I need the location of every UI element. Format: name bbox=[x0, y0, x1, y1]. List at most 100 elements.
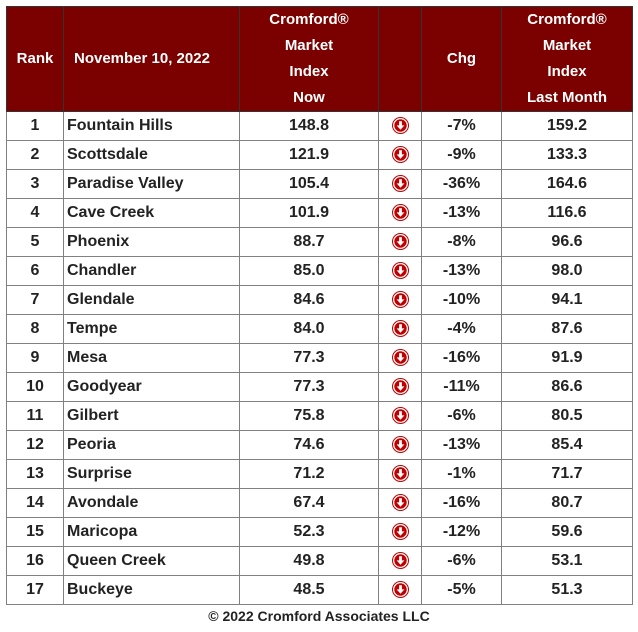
trend-cell bbox=[378, 546, 422, 576]
chg-cell: -6% bbox=[421, 401, 502, 431]
city-cell: Fountain Hills bbox=[63, 111, 240, 141]
red-down-arrow-icon bbox=[391, 117, 409, 135]
chg-cell: -8% bbox=[421, 227, 502, 257]
index-now-cell: 105.4 bbox=[239, 169, 379, 199]
trend-cell bbox=[378, 285, 422, 315]
trend-cell bbox=[378, 488, 422, 518]
index-now-header-line: Index bbox=[289, 63, 329, 80]
copyright-footer: © 2022 Cromford Associates LLC bbox=[208, 608, 430, 624]
index-now-header: Cromford® Market Index Now bbox=[239, 6, 379, 112]
index-last-month-cell: 159.2 bbox=[501, 111, 633, 141]
trend-cell bbox=[378, 140, 422, 170]
index-last-month-cell: 87.6 bbox=[501, 314, 633, 344]
rank-cell: 15 bbox=[6, 517, 64, 547]
table-row: 6 Chandler 85.0 -13% 98.0 bbox=[6, 256, 633, 286]
city-cell: Surprise bbox=[63, 459, 240, 489]
rank-cell: 2 bbox=[6, 140, 64, 170]
index-now-cell: 77.3 bbox=[239, 372, 379, 402]
index-now-header-line: Cromford® bbox=[269, 11, 349, 28]
table-row: 12 Peoria 74.6 -13% 85.4 bbox=[6, 430, 633, 460]
trend-header bbox=[378, 6, 422, 112]
index-now-cell: 148.8 bbox=[239, 111, 379, 141]
city-cell: Buckeye bbox=[63, 575, 240, 605]
chg-cell: -1% bbox=[421, 459, 502, 489]
table-row: 13 Surprise 71.2 -1% 71.7 bbox=[6, 459, 633, 489]
city-cell: Peoria bbox=[63, 430, 240, 460]
index-now-cell: 67.4 bbox=[239, 488, 379, 518]
red-down-arrow-icon bbox=[391, 581, 409, 599]
city-cell: Maricopa bbox=[63, 517, 240, 547]
city-cell: Tempe bbox=[63, 314, 240, 344]
city-cell: Queen Creek bbox=[63, 546, 240, 576]
trend-cell bbox=[378, 459, 422, 489]
chg-cell: -5% bbox=[421, 575, 502, 605]
red-down-arrow-icon bbox=[391, 233, 409, 251]
index-last-month-cell: 91.9 bbox=[501, 343, 633, 373]
index-now-cell: 84.6 bbox=[239, 285, 379, 315]
rank-cell: 11 bbox=[6, 401, 64, 431]
trend-cell bbox=[378, 169, 422, 199]
table-row: 14 Avondale 67.4 -16% 80.7 bbox=[6, 488, 633, 518]
red-down-arrow-icon bbox=[391, 465, 409, 483]
table-row: 11 Gilbert 75.8 -6% 80.5 bbox=[6, 401, 633, 431]
chg-cell: -11% bbox=[421, 372, 502, 402]
rank-cell: 10 bbox=[6, 372, 64, 402]
rank-cell: 3 bbox=[6, 169, 64, 199]
index-last-month-cell: 59.6 bbox=[501, 517, 633, 547]
trend-cell bbox=[378, 372, 422, 402]
trend-cell bbox=[378, 227, 422, 257]
chg-cell: -7% bbox=[421, 111, 502, 141]
rank-cell: 5 bbox=[6, 227, 64, 257]
chg-cell: -13% bbox=[421, 198, 502, 228]
city-cell: Paradise Valley bbox=[63, 169, 240, 199]
red-down-arrow-icon bbox=[391, 552, 409, 570]
chg-cell: -13% bbox=[421, 256, 502, 286]
index-now-cell: 48.5 bbox=[239, 575, 379, 605]
trend-cell bbox=[378, 343, 422, 373]
index-last-month-cell: 86.6 bbox=[501, 372, 633, 402]
chg-cell: -9% bbox=[421, 140, 502, 170]
index-last-header-line: Index bbox=[547, 63, 587, 80]
table-row: 8 Tempe 84.0 -4% 87.6 bbox=[6, 314, 633, 344]
rank-cell: 1 bbox=[6, 111, 64, 141]
red-down-arrow-icon bbox=[391, 262, 409, 280]
chg-cell: -12% bbox=[421, 517, 502, 547]
index-last-month-header: Cromford® Market Index Last Month bbox=[501, 6, 633, 112]
table-row: 9 Mesa 77.3 -16% 91.9 bbox=[6, 343, 633, 373]
index-last-header-line: Last Month bbox=[527, 89, 607, 106]
table-row: 10 Goodyear 77.3 -11% 86.6 bbox=[6, 372, 633, 402]
rank-header: Rank bbox=[6, 6, 64, 112]
chg-cell: -6% bbox=[421, 546, 502, 576]
trend-cell bbox=[378, 517, 422, 547]
index-last-month-cell: 71.7 bbox=[501, 459, 633, 489]
red-down-arrow-icon bbox=[391, 378, 409, 396]
city-cell: Mesa bbox=[63, 343, 240, 373]
red-down-arrow-icon bbox=[391, 291, 409, 309]
index-last-month-cell: 94.1 bbox=[501, 285, 633, 315]
trend-cell bbox=[378, 401, 422, 431]
index-now-cell: 77.3 bbox=[239, 343, 379, 373]
red-down-arrow-icon bbox=[391, 523, 409, 541]
red-down-arrow-icon bbox=[391, 436, 409, 454]
chg-cell: -16% bbox=[421, 343, 502, 373]
index-last-header-line: Cromford® bbox=[527, 11, 607, 28]
table-row: 3 Paradise Valley 105.4 -36% 164.6 bbox=[6, 169, 633, 199]
index-last-month-cell: 116.6 bbox=[501, 198, 633, 228]
table-body: 1 Fountain Hills 148.8 -7% 159.2 2 Scott… bbox=[6, 111, 633, 605]
index-now-header-line: Market bbox=[284, 37, 334, 54]
rank-cell: 4 bbox=[6, 198, 64, 228]
index-last-month-cell: 164.6 bbox=[501, 169, 633, 199]
rank-cell: 9 bbox=[6, 343, 64, 373]
index-now-cell: 85.0 bbox=[239, 256, 379, 286]
table-row: 17 Buckeye 48.5 -5% 51.3 bbox=[6, 575, 633, 605]
market-index-table: Rank November 10, 2022 Cromford® Market … bbox=[6, 6, 633, 605]
red-down-arrow-icon bbox=[391, 494, 409, 512]
trend-cell bbox=[378, 111, 422, 141]
rank-cell: 14 bbox=[6, 488, 64, 518]
table-row: 1 Fountain Hills 148.8 -7% 159.2 bbox=[6, 111, 633, 141]
chg-header: Chg bbox=[421, 6, 502, 112]
trend-cell bbox=[378, 256, 422, 286]
city-cell: Goodyear bbox=[63, 372, 240, 402]
chg-cell: -10% bbox=[421, 285, 502, 315]
index-now-cell: 84.0 bbox=[239, 314, 379, 344]
